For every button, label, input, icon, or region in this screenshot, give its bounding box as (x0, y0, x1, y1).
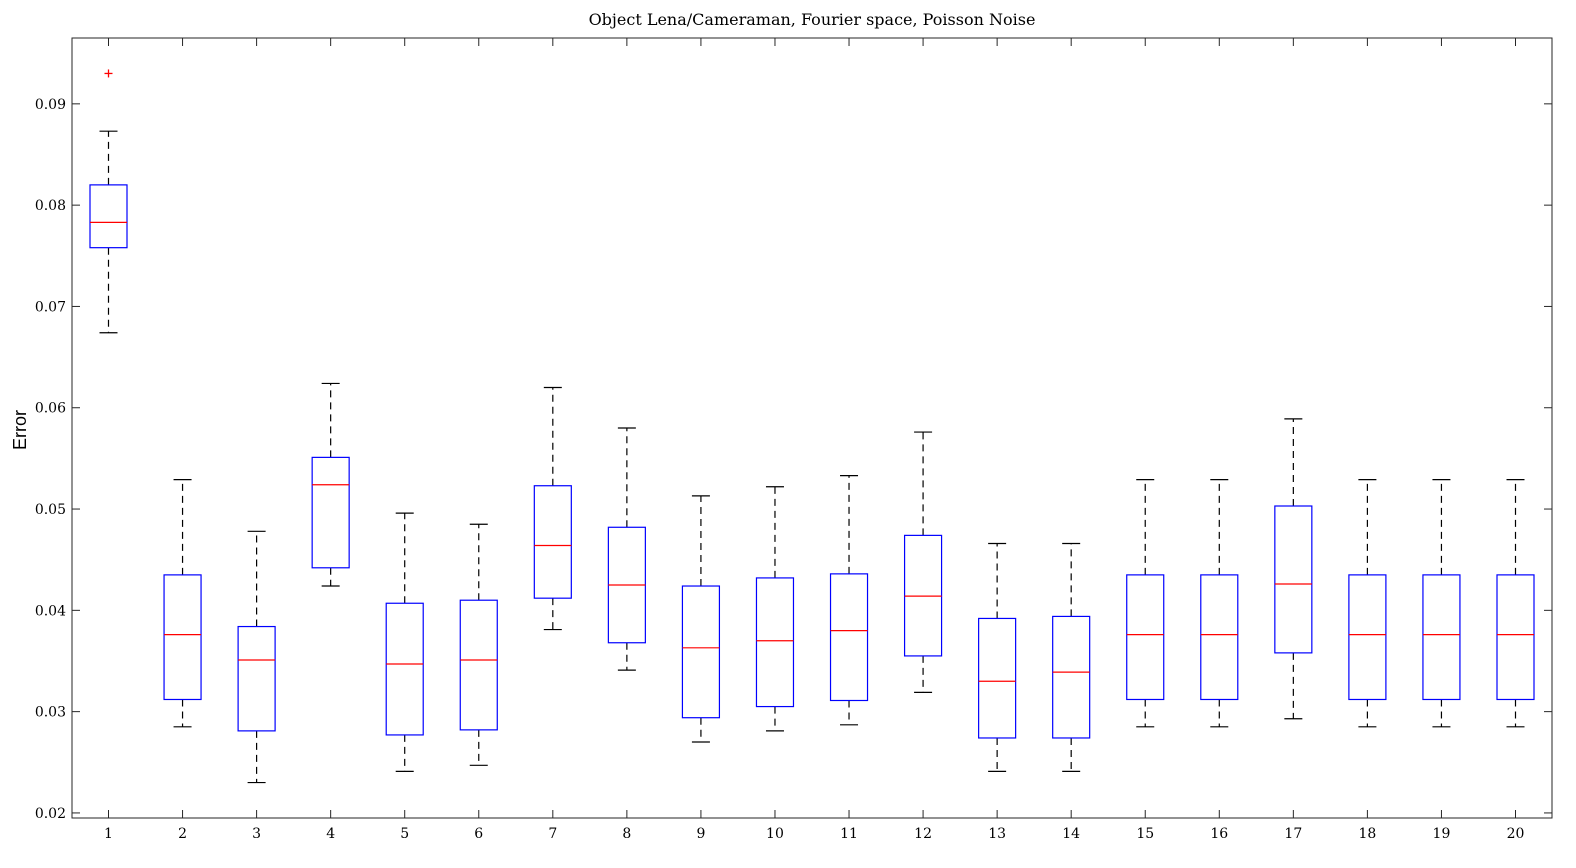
box-8 (607, 427, 646, 671)
x-axis: 1 2 3 4 5 6 7 8 9 10 11 12 13 14 15 16 17 18 19 20 (104, 38, 1524, 842)
chart-title: Object Lena/Cameraman, Fourier space, Po… (589, 10, 1036, 29)
box-12 (903, 431, 943, 693)
iqr-box (459, 599, 498, 731)
iqr-box (311, 456, 350, 569)
x-tick-label: 16 (1210, 826, 1228, 842)
iqr-box (1348, 574, 1387, 701)
box-3 (237, 530, 276, 784)
x-tick-label: 2 (178, 826, 187, 842)
y-tick-label: 0.04 (35, 603, 66, 619)
x-tick-label: 10 (766, 826, 784, 842)
x-tick-label: 11 (840, 826, 858, 842)
x-tick-label: 8 (622, 826, 631, 842)
y-tick-label: 0.06 (35, 401, 66, 417)
x-tick-label: 17 (1284, 826, 1302, 842)
plot-area-frame (71, 37, 1553, 819)
box-1 (89, 69, 128, 334)
y-tick-label: 0.03 (35, 705, 66, 721)
x-tick-label: 3 (252, 826, 261, 842)
x-tick-label: 13 (988, 826, 1006, 842)
iqr-box (1200, 574, 1239, 701)
iqr-box (89, 184, 128, 249)
x-tick-label: 18 (1358, 826, 1376, 842)
iqr-box (1496, 574, 1535, 701)
box-14 (1052, 542, 1091, 773)
box-series (89, 69, 1535, 784)
iqr-box (1274, 505, 1313, 654)
iqr-box (163, 574, 202, 701)
x-tick-label: 20 (1507, 826, 1525, 842)
box-13 (978, 542, 1017, 773)
box-2 (163, 479, 202, 728)
iqr-box (1422, 574, 1461, 701)
iqr-box (829, 573, 869, 702)
iqr-box (1052, 615, 1091, 739)
y-axis-label: Error (10, 410, 30, 450)
box-10 (755, 486, 795, 732)
outlier-marker (104, 69, 113, 78)
x-tick-label: 14 (1062, 826, 1080, 842)
box-6 (459, 523, 498, 766)
box-11 (829, 475, 869, 726)
y-tick-label: 0.08 (35, 198, 66, 214)
x-tick-label: 5 (400, 826, 409, 842)
x-tick-label: 6 (474, 826, 483, 842)
iqr-box (1126, 574, 1165, 701)
iqr-box (755, 577, 795, 708)
x-tick-label: 4 (326, 826, 335, 842)
x-tick-label: 19 (1433, 826, 1451, 842)
box-7 (533, 386, 572, 631)
x-tick-label: 12 (914, 826, 932, 842)
x-tick-label: 15 (1136, 826, 1154, 842)
y-tick-label: 0.05 (35, 502, 66, 518)
y-tick-label: 0.09 (35, 97, 66, 113)
box-4 (311, 382, 350, 587)
box-20 (1496, 479, 1535, 728)
box-17 (1274, 418, 1313, 720)
box-16 (1200, 479, 1239, 728)
y-axis: 0.02 0.03 0.04 0.05 0.06 0.07 0.08 0.09 (35, 97, 1552, 822)
box-15 (1126, 479, 1165, 728)
x-tick-label: 7 (548, 826, 557, 842)
x-tick-label: 9 (696, 826, 705, 842)
box-5 (385, 512, 424, 773)
box-19 (1422, 479, 1461, 728)
iqr-box (681, 585, 721, 719)
x-tick-label: 1 (104, 826, 113, 842)
box-18 (1348, 479, 1387, 728)
y-tick-label: 0.07 (35, 299, 66, 315)
y-tick-label: 0.02 (35, 806, 66, 822)
iqr-box (385, 602, 424, 736)
iqr-box (237, 625, 276, 732)
iqr-box (533, 485, 572, 599)
box-9 (681, 495, 721, 743)
iqr-box (978, 617, 1017, 739)
